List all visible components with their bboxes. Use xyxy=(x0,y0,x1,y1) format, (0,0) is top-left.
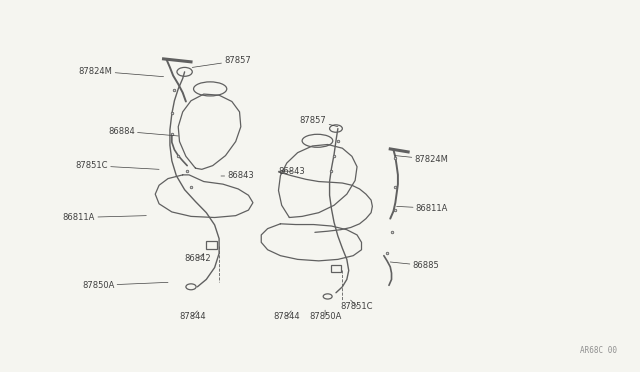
Text: 86811A: 86811A xyxy=(63,213,147,222)
Text: 87824M: 87824M xyxy=(79,67,164,77)
Text: 87844: 87844 xyxy=(179,311,205,321)
Text: 87844: 87844 xyxy=(273,311,300,321)
Text: 87850A: 87850A xyxy=(82,281,168,290)
Text: 87850A: 87850A xyxy=(309,310,341,321)
Text: 86843: 86843 xyxy=(278,167,305,176)
Text: 86843: 86843 xyxy=(221,171,254,180)
Text: 87824M: 87824M xyxy=(396,155,449,164)
Text: AR68C 00: AR68C 00 xyxy=(580,346,617,355)
Text: 86884: 86884 xyxy=(108,126,178,136)
Text: 87857: 87857 xyxy=(192,56,251,67)
Text: 87851C: 87851C xyxy=(340,300,373,311)
Text: 87851C: 87851C xyxy=(76,161,159,170)
Text: 86811A: 86811A xyxy=(397,204,448,213)
Text: 86885: 86885 xyxy=(390,261,439,270)
Text: 87857: 87857 xyxy=(300,116,338,127)
Text: 86842: 86842 xyxy=(184,253,211,263)
